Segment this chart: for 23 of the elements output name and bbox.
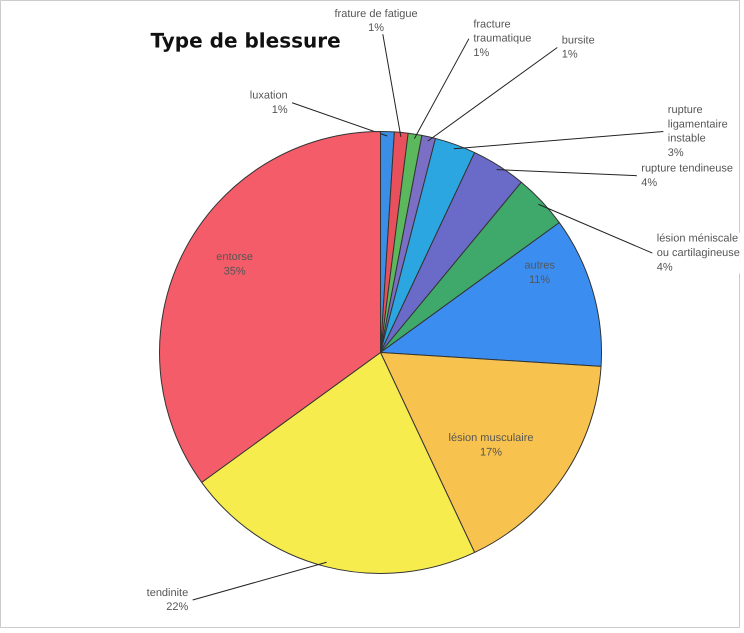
slice-label: rupture ligamentaire instable <box>668 104 728 145</box>
slice-label: autres <box>524 260 556 272</box>
data-label: 1% <box>368 22 384 34</box>
slice-label: luxation <box>250 90 288 102</box>
slice-label: lésion musculaire <box>448 432 534 444</box>
slice-label: fracture traumatique <box>473 18 532 45</box>
data-label: 22% <box>166 601 188 614</box>
data-label: 4% <box>656 261 673 274</box>
text: Type de blessure <box>150 28 341 52</box>
slice-label: bursite <box>562 34 595 46</box>
data-label: 1% <box>473 47 490 60</box>
slice-label: rupture tendineuse <box>641 162 734 174</box>
data-label: 1% <box>562 48 578 61</box>
data-label: 3% <box>668 147 684 160</box>
slice-label: lésion méniscale ou cartilagineuse <box>656 232 740 260</box>
data-label: 11% <box>529 274 550 286</box>
slice-label: tendinite <box>146 586 188 599</box>
data-label: 35% <box>224 265 246 278</box>
data-label: 4% <box>641 176 658 189</box>
slice-label: entorse <box>216 250 253 263</box>
data-label: 1% <box>272 104 288 116</box>
data-label: 17% <box>480 446 502 459</box>
slice-label: frature de fatigue <box>334 8 418 20</box>
